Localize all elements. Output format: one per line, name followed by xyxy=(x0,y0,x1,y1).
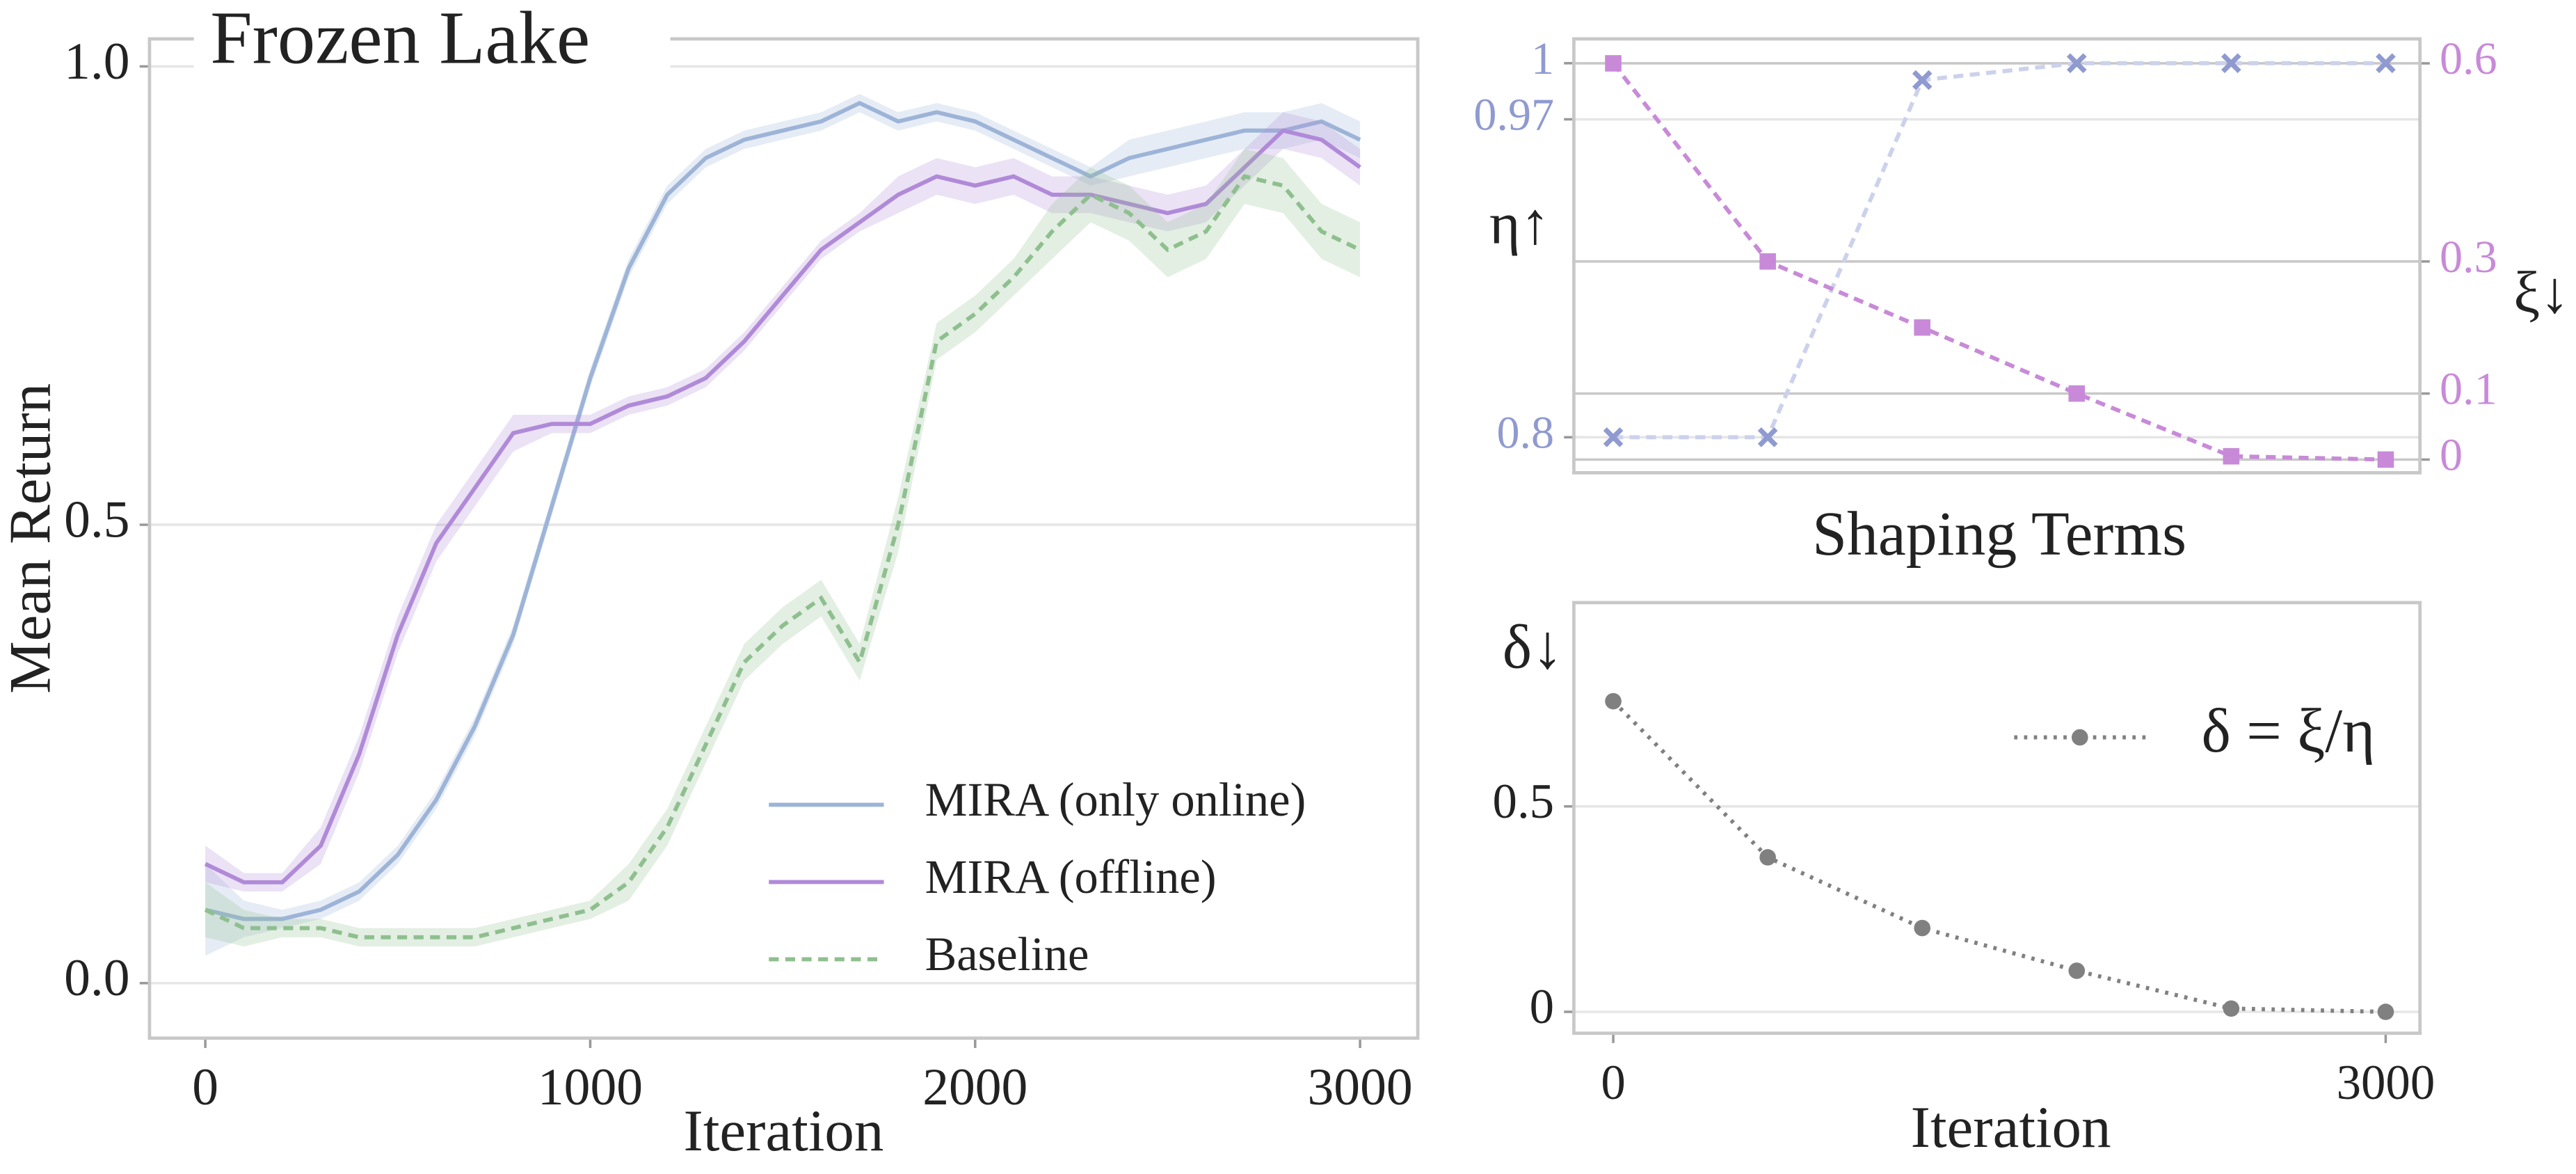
series-line xyxy=(205,100,1361,921)
marker xyxy=(1759,253,1776,270)
legend-label: δ = ξ/η xyxy=(2202,697,2376,766)
y2-axis-label: ξ↓ xyxy=(2513,260,2569,326)
series-line xyxy=(1611,62,2386,462)
title-background xyxy=(193,2,671,79)
y-tick-label: 0.0 xyxy=(64,949,129,1007)
marker xyxy=(2376,53,2396,74)
series-line xyxy=(204,128,1361,885)
y-axis-label: Mean Return xyxy=(0,383,63,694)
plot-area xyxy=(1574,38,2420,473)
legend-marker xyxy=(2071,729,2088,746)
x-axis-label: Iteration xyxy=(684,1098,884,1164)
y-axis-label: δ↓ xyxy=(1503,613,1563,682)
x-tick-label: 0 xyxy=(1601,1056,1625,1110)
marker xyxy=(1759,849,1776,866)
marker xyxy=(2223,1000,2240,1017)
x-axis-label: Iteration xyxy=(1911,1095,2111,1160)
marker xyxy=(1757,427,1778,447)
x-tick-label: 0 xyxy=(192,1058,218,1116)
marker xyxy=(2377,451,2394,468)
marker xyxy=(2068,962,2086,979)
y-tick-label: 0.5 xyxy=(64,491,129,548)
plot-area xyxy=(1574,602,2420,1033)
marker xyxy=(2066,53,2087,74)
marker xyxy=(1914,319,1931,336)
y2-tick-label: 0 xyxy=(2440,430,2463,481)
y2-tick-label: 0.1 xyxy=(2440,364,2497,415)
marker xyxy=(1605,692,1622,710)
x-axis-label: Shaping Terms xyxy=(1812,500,2186,569)
y-tick-label: 0.97 xyxy=(1473,90,1554,141)
y-tick-label: 1.0 xyxy=(64,33,129,90)
x-tick-label: 2000 xyxy=(922,1058,1027,1116)
series-line xyxy=(1613,61,2386,440)
marker xyxy=(2068,385,2086,402)
y2-tick-label: 0.3 xyxy=(2440,232,2497,283)
chart-title: Frozen Lake xyxy=(210,0,590,79)
plot-frame xyxy=(147,37,1420,1040)
x-tick-label: 3000 xyxy=(2337,1056,2435,1110)
marker xyxy=(2377,1004,2394,1020)
marker xyxy=(1914,919,1931,937)
y-tick-label: 0.8 xyxy=(1496,407,1554,458)
marker xyxy=(2221,53,2241,74)
y-tick-label: 0.5 xyxy=(1493,775,1555,829)
series-line xyxy=(204,174,1361,939)
legend-label: MIRA (offline) xyxy=(925,850,1217,903)
y2-tick-label: 0.6 xyxy=(2440,33,2497,84)
y-axis-label: η↑ xyxy=(1489,191,1550,256)
marker xyxy=(1912,70,1933,90)
plot-frame xyxy=(1572,601,2422,1036)
y-tick-label: 1 xyxy=(1531,33,1554,84)
plot-frame xyxy=(1572,37,2422,475)
y-tick-label: 0 xyxy=(1530,980,1554,1034)
marker xyxy=(2223,447,2240,465)
marker xyxy=(1603,427,1624,447)
marker xyxy=(1605,55,1622,72)
x-tick-label: 3000 xyxy=(1308,1058,1413,1116)
x-tick-label: 1000 xyxy=(538,1058,643,1116)
legend-label: Baseline xyxy=(925,928,1089,981)
legend-label: MIRA (only online) xyxy=(925,773,1306,826)
